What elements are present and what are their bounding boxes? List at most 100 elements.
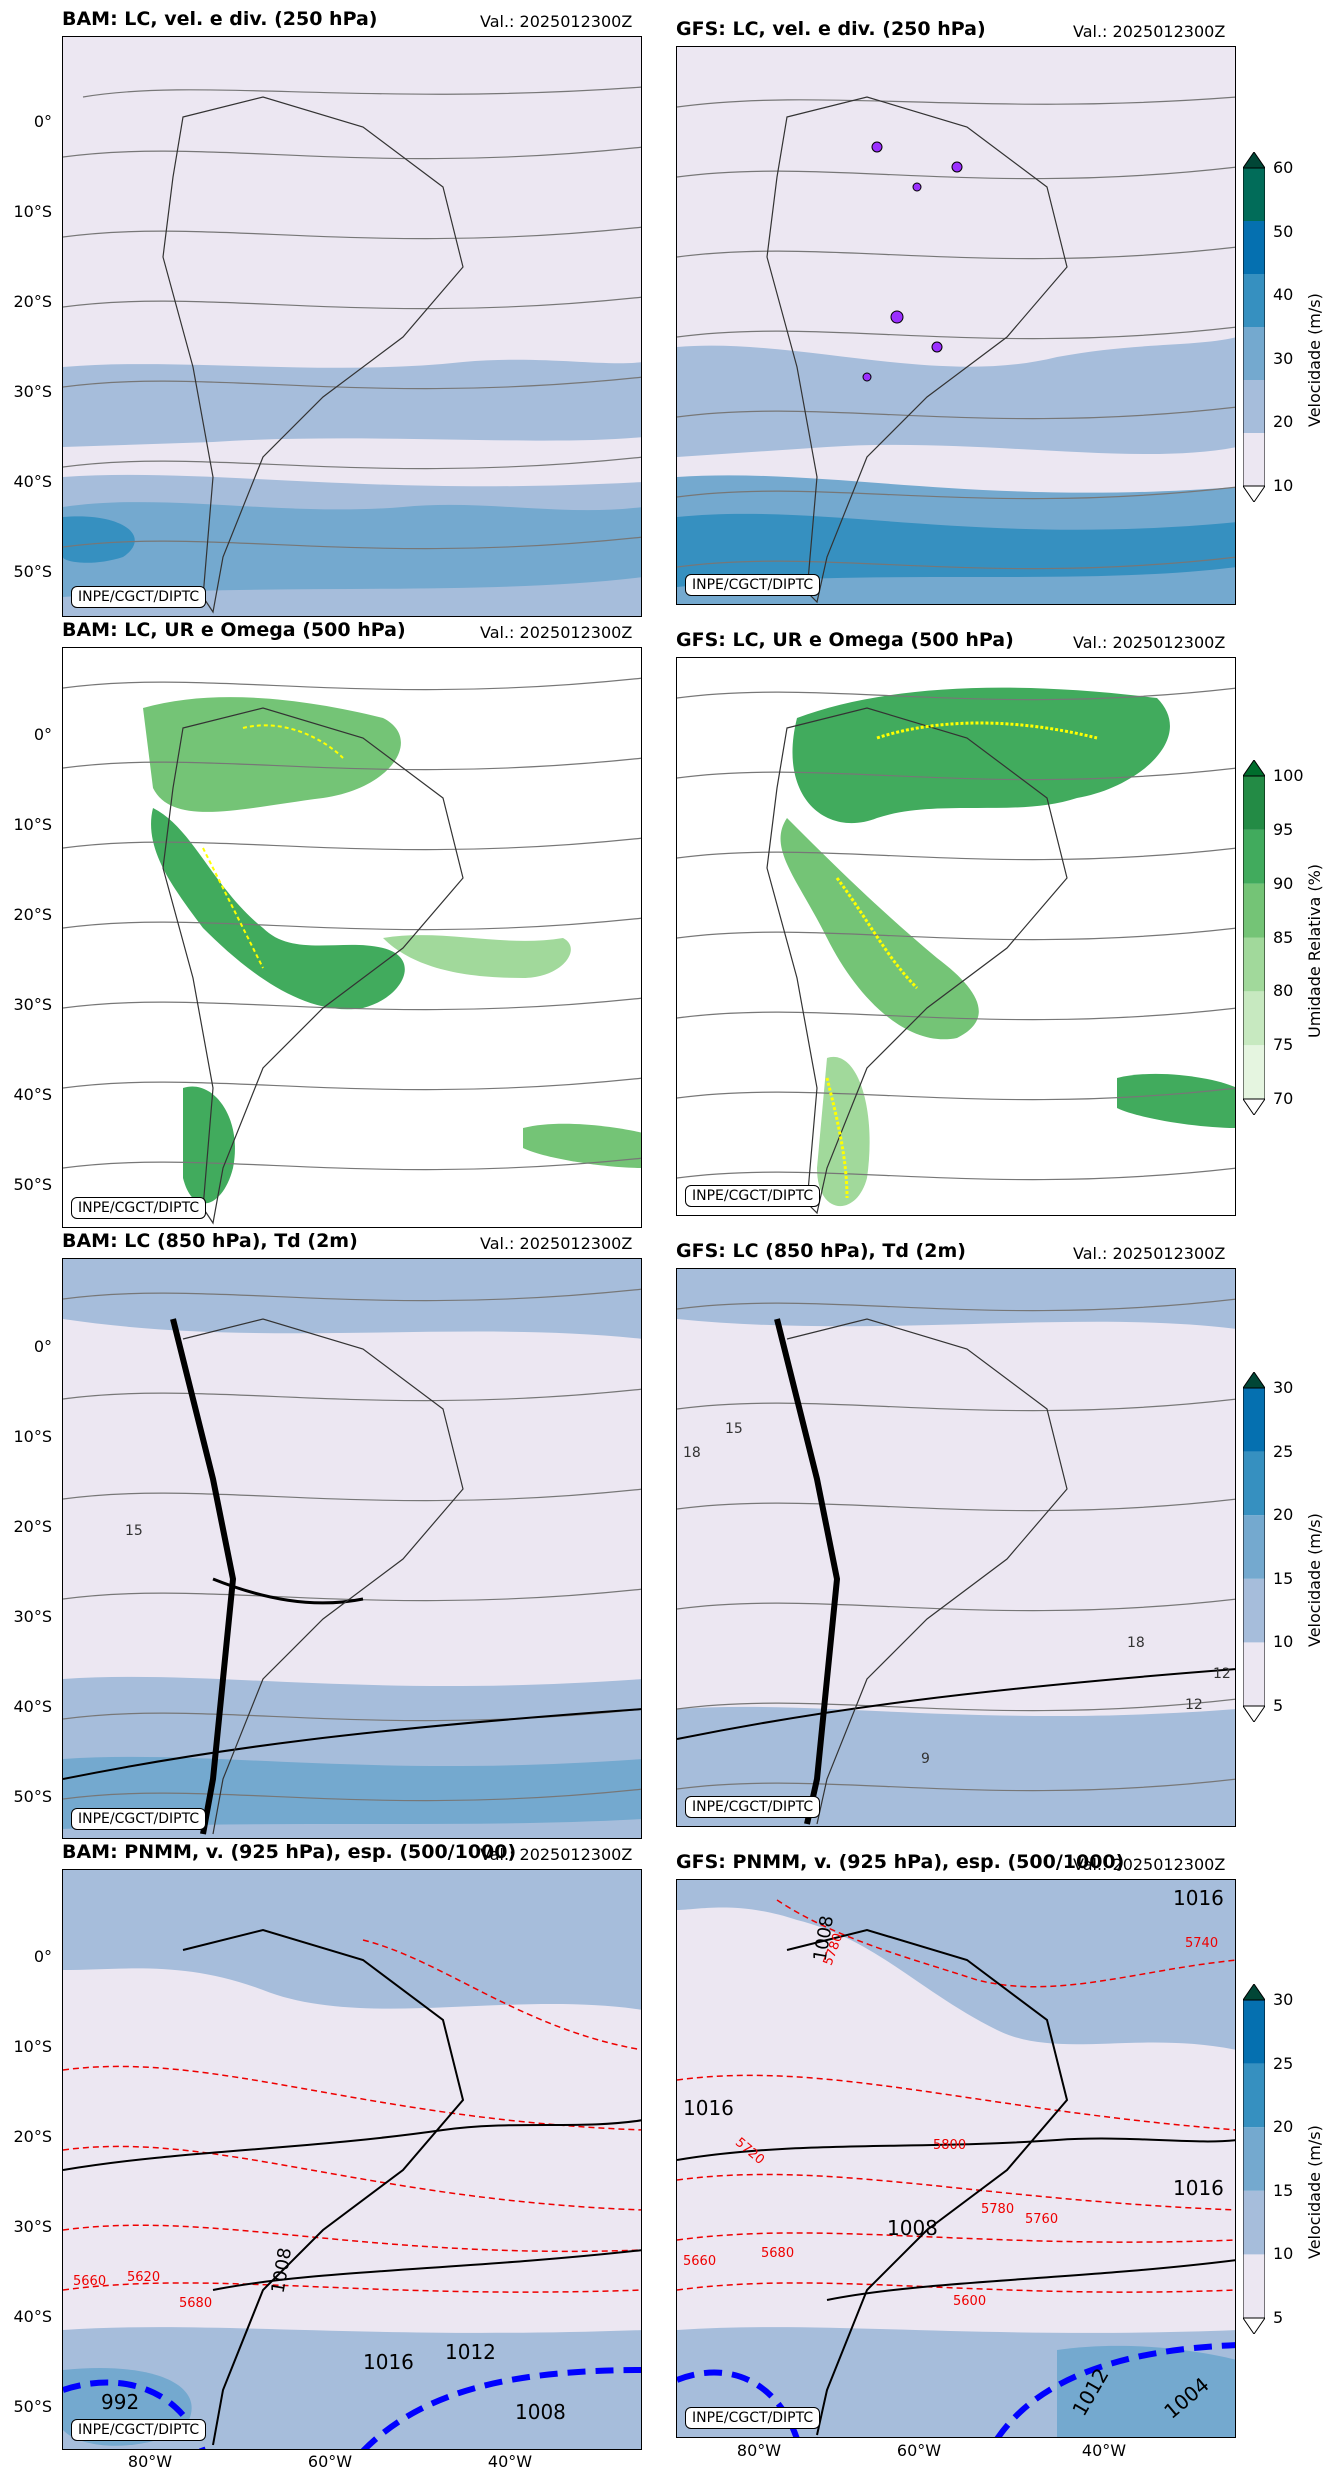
colorbar-segment xyxy=(1243,1045,1265,1099)
gfs-850-dewpoint-label-6: 9 xyxy=(921,1751,930,1767)
lat-label-10s: 10°S xyxy=(13,2037,52,2056)
colorbar-tick-label: 10 xyxy=(1273,476,1294,495)
gfs-500-credit: INPE/CGCT/DIPTC xyxy=(685,1185,821,1207)
bam-pnmm-isobar-label-3: 1008 xyxy=(515,2400,566,2424)
gfs-850-valid-time: Val.: 2025012300Z xyxy=(1073,1244,1226,1263)
bam-pnmm-thickness-label-2: 5680 xyxy=(179,2296,213,2311)
colorbar-segment xyxy=(1243,1515,1265,1579)
bam-850-title: BAM: LC (850 hPa), Td (2m) xyxy=(62,1230,358,1252)
colorbar-tick-label: 60 xyxy=(1273,158,1294,177)
colorbar-graphic xyxy=(1243,760,1265,1115)
colorbar-tick-label: 5 xyxy=(1273,2308,1284,2327)
lat-label-50s: 50°S xyxy=(13,562,52,581)
lat-label-0: 0° xyxy=(33,725,52,744)
gfs-pnmm-thickness-label-7: 5660 xyxy=(683,2254,717,2269)
colorbar-wind-850: 5 10 15 20 25 30 Velocidade (m/s) xyxy=(1243,1372,1324,1722)
lat-label-40s: 40°S xyxy=(13,1085,52,1104)
bam-pnmm-title: BAM: PNMM, v. (925 hPa), esp. (500/1000) xyxy=(62,1841,517,1863)
colorbar-segment xyxy=(1243,274,1265,327)
lat-label-20s: 20°S xyxy=(13,2127,52,2146)
colorbar-segment xyxy=(1243,883,1265,938)
gfs-850-dewpoint-label-3: 18 xyxy=(1127,1635,1145,1651)
gfs-pnmm-isobar-label-3: 1008 xyxy=(887,2216,938,2240)
gfs-pnmm-thickness-label-5: 5760 xyxy=(1025,2212,1059,2227)
colorbar-frame xyxy=(1243,775,1265,1100)
bam-500-map-layer xyxy=(63,648,641,1227)
gfs-850-title: GFS: LC (850 hPa), Td (2m) xyxy=(676,1240,966,1262)
colorbar-segment xyxy=(1243,2127,1265,2191)
gfs-850-dewpoint-label-4: 12 xyxy=(1213,1666,1231,1682)
lon-label-60w-bam: 60°W xyxy=(307,2452,353,2471)
lat-label-10s: 10°S xyxy=(13,815,52,834)
gfs-pnmm-thickness-label-4: 5800 xyxy=(933,2138,967,2153)
colorbar-tick-label: 30 xyxy=(1273,1990,1294,2009)
lat-label-40s: 40°S xyxy=(13,2307,52,2326)
colorbar-wind-250: 10 20 30 40 50 60 Velocidade (m/s) xyxy=(1243,152,1324,502)
gfs-pnmm-isobar-label-1: 1016 xyxy=(1173,1886,1224,1910)
lat-label-30s: 30°S xyxy=(13,1607,52,1626)
colorbar-axis-label: Umidade Relativa (%) xyxy=(1305,863,1324,1038)
colorbar-frame xyxy=(1243,1387,1265,1707)
gfs-pnmm-map-layer xyxy=(677,1880,1235,2437)
gfs-pnmm-thickness-label-9: 5600 xyxy=(953,2294,987,2309)
colorbar-tick-label: 25 xyxy=(1273,2053,1294,2073)
gfs-pnmm-thickness-label-8: 5680 xyxy=(761,2246,795,2261)
colorbar-wind-925: 5 10 15 20 25 30 Velocidade (m/s) xyxy=(1243,1984,1324,2334)
lat-label-0: 0° xyxy=(33,112,52,131)
colorbar-axis-label: Velocidade (m/s) xyxy=(1305,1513,1324,1647)
colorbar-segment xyxy=(1243,991,1265,1046)
colorbar-segment xyxy=(1243,1388,1265,1452)
colorbar-tick-label: 20 xyxy=(1273,2117,1294,2137)
gfs-850-credit: INPE/CGCT/DIPTC xyxy=(685,1796,821,1818)
colorbar-min-extension xyxy=(1243,1098,1265,1115)
colorbar-min-extension xyxy=(1243,485,1265,502)
colorbar-segment xyxy=(1243,829,1265,884)
colorbar-graphic xyxy=(1243,152,1265,502)
bam-250-valid-time: Val.: 2025012300Z xyxy=(480,12,633,31)
bam-850-map-layer xyxy=(63,1259,641,1838)
lat-label-20s: 20°S xyxy=(13,292,52,311)
lon-label-80w-bam: 80°W xyxy=(127,2452,173,2471)
colorbar-tick-label: 10 xyxy=(1273,1632,1294,1652)
colorbar-axis-label: Velocidade (m/s) xyxy=(1305,2125,1324,2259)
colorbar-tick-label: 100 xyxy=(1273,766,1304,785)
gfs-850-map-layer xyxy=(677,1269,1235,1826)
colorbar-segment xyxy=(1243,776,1265,830)
bam-850-credit: INPE/CGCT/DIPTC xyxy=(71,1808,207,1830)
colorbar-max-extension xyxy=(1243,760,1265,777)
gfs-pnmm-valid-time: Val.: 2025012300Z xyxy=(1073,1855,1226,1874)
bam-500-credit: INPE/CGCT/DIPTC xyxy=(71,1197,207,1219)
lat-label-20s: 20°S xyxy=(13,1517,52,1536)
colorbar-tick-label: 30 xyxy=(1273,348,1294,368)
lat-label-10s: 10°S xyxy=(13,1427,52,1446)
bam-pnmm-isobar-label-2: 1012 xyxy=(445,2340,496,2364)
bam-pnmm-valid-time: Val.: 2025012300Z xyxy=(480,1845,633,1864)
colorbar-axis-label: Velocidade (m/s) xyxy=(1305,293,1324,427)
colorbar-tick-label: 15 xyxy=(1273,2180,1294,2200)
colorbar-tick-label: 20 xyxy=(1273,1505,1294,1525)
lat-label-10s: 10°S xyxy=(13,202,52,221)
colorbar-segment xyxy=(1243,1451,1265,1516)
lat-label-40s: 40°S xyxy=(13,472,52,491)
gfs-pnmm-isobar-label-4: 1016 xyxy=(1173,2176,1224,2200)
colorbar-segment xyxy=(1243,1642,1265,1706)
bam-pnmm-thickness-label-3: 5620 xyxy=(127,2270,161,2285)
bam-250-title: BAM: LC, vel. e div. (250 hPa) xyxy=(62,8,378,30)
gfs-pnmm-map: 1016 1016 1008 1016 1012 1004 1008 5740 … xyxy=(676,1879,1236,2438)
colorbar-segment xyxy=(1243,221,1265,274)
colorbar-tick-label: 40 xyxy=(1273,285,1294,305)
bam-500-title: BAM: LC, UR e Omega (500 hPa) xyxy=(62,619,406,641)
bam-250-map-layer xyxy=(63,37,641,616)
colorbar-tick-label: 30 xyxy=(1273,1378,1294,1397)
colorbar-tick-label: 50 xyxy=(1273,221,1294,241)
colorbar-graphic xyxy=(1243,1984,1265,2334)
bam-250-map: INPE/CGCT/DIPTC xyxy=(62,36,642,617)
gfs-pnmm-credit: INPE/CGCT/DIPTC xyxy=(685,2407,821,2429)
colorbar-segment xyxy=(1243,380,1265,433)
gfs-pnmm-thickness-label-1: 5740 xyxy=(1185,1936,1219,1951)
gfs-250-valid-time: Val.: 2025012300Z xyxy=(1073,22,1226,41)
bam-850-dewpoint-label-1: 15 xyxy=(125,1523,143,1539)
colorbar-tick-label: 15 xyxy=(1273,1568,1294,1588)
lon-label-40w-gfs: 40°W xyxy=(1081,2441,1127,2460)
colorbar-tick-label: 10 xyxy=(1273,2244,1294,2264)
